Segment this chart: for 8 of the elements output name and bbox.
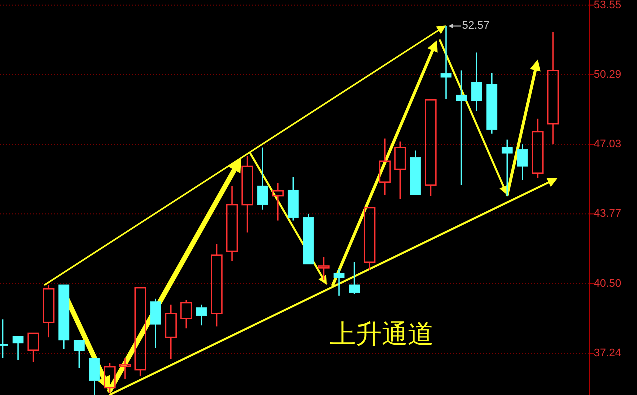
y-tick-label: 40.50 (594, 278, 622, 290)
annotation: 上升通道 (330, 320, 434, 350)
y-tick-label: 47.03 (594, 138, 622, 150)
y-tick-label: 50.29 (594, 68, 622, 81)
y-tick-label: 53.55 (594, 0, 622, 12)
y-tick-label: 43.77 (594, 208, 622, 220)
y-tick-label: 37.24 (594, 347, 622, 360)
annotation: 52.57 (462, 20, 490, 32)
